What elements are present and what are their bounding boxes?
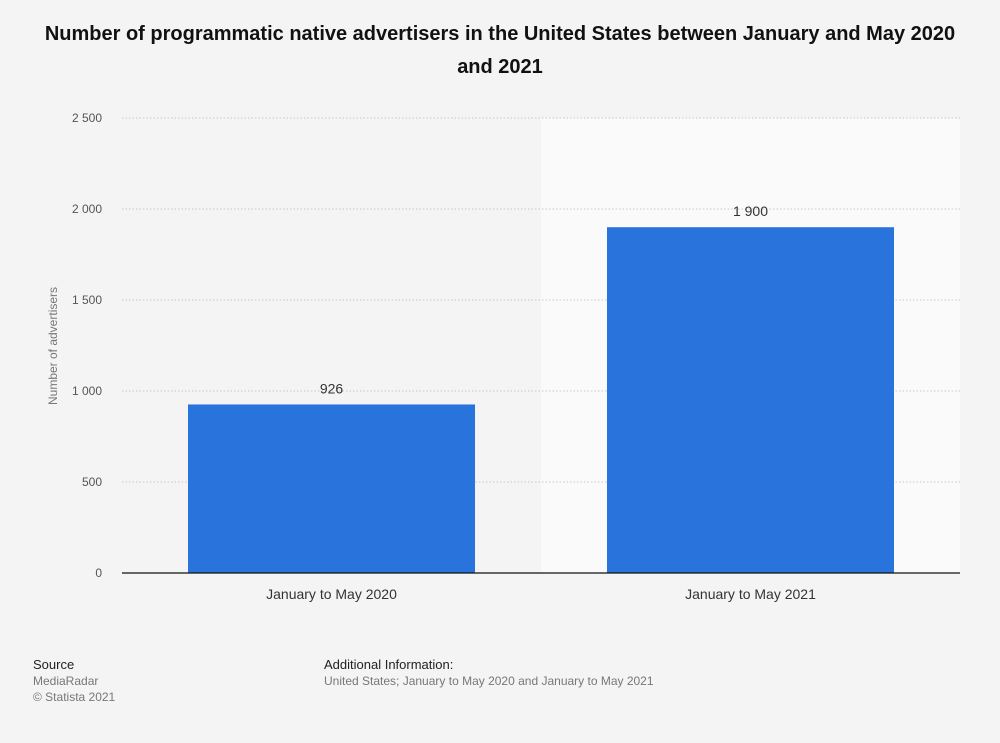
source-block: Source MediaRadar © Statista 2021 (33, 657, 115, 705)
source-name[interactable]: MediaRadar (33, 674, 99, 688)
y-axis-ticks: 0 500 1 000 1 500 2 000 2 500 (72, 111, 102, 580)
y-axis-label: Number of advertisers (46, 287, 60, 405)
copyright[interactable]: © Statista 2021 (33, 690, 116, 704)
bar[interactable] (187, 404, 476, 573)
additional-info-text: United States; January to May 2020 and J… (324, 674, 654, 688)
x-tick-label: January to May 2020 (266, 586, 397, 602)
y-tick-label: 0 (95, 566, 102, 580)
bar-value-label: 926 (320, 380, 344, 396)
additional-info-block: Additional Information: United States; J… (324, 657, 654, 689)
bars: 926 1 900 (187, 203, 895, 573)
x-axis-ticks: January to May 2020 January to May 2021 (266, 586, 816, 602)
additional-info-heading: Additional Information: (324, 657, 454, 672)
bar[interactable] (606, 227, 895, 573)
chart-title: Number of programmatic native advertiser… (44, 23, 956, 78)
y-tick-label: 1 000 (72, 384, 102, 398)
y-tick-label: 500 (82, 475, 102, 489)
source-heading: Source (33, 657, 75, 672)
bar-value-label: 1 900 (733, 203, 768, 219)
y-tick-label: 1 500 (72, 293, 102, 307)
y-tick-label: 2 500 (72, 111, 102, 125)
y-tick-label: 2 000 (72, 202, 102, 216)
x-tick-label: January to May 2021 (685, 586, 816, 602)
